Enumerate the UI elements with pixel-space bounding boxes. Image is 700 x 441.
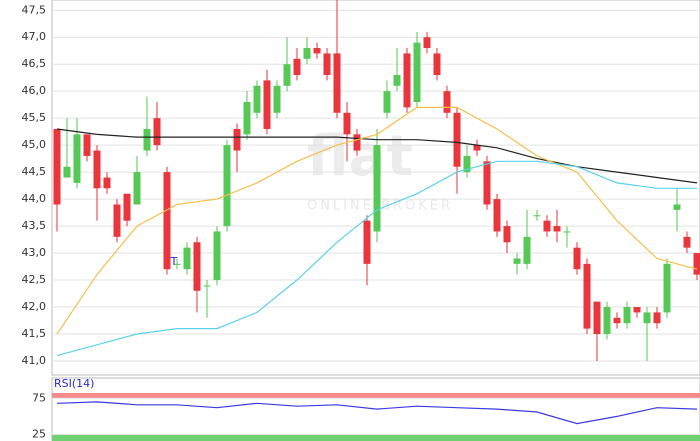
overbought-band [52, 393, 700, 399]
candle-body [673, 204, 681, 210]
y-tick-label: 43,0 [22, 246, 47, 259]
candle-body [113, 204, 121, 237]
candle-body [693, 253, 700, 275]
price-plot: T [52, 0, 700, 362]
candle-body [373, 145, 381, 232]
candle-body [213, 231, 221, 281]
candle-body [593, 301, 601, 334]
candle-body [353, 134, 361, 151]
candle-body [143, 128, 151, 151]
candle-body [633, 307, 641, 313]
candle-body [573, 247, 581, 270]
y-tick-label: 41,5 [22, 327, 47, 340]
y-tick-label: 46,5 [22, 57, 47, 70]
candle-body [273, 85, 281, 113]
candle-body [483, 161, 491, 205]
y-tick-label: 42,0 [22, 300, 47, 313]
y-tick-label: 44,0 [22, 192, 47, 205]
candle-body [413, 42, 421, 102]
candle-body [683, 236, 691, 248]
candle-body [503, 226, 511, 243]
marker-label: T [170, 255, 178, 268]
candle-body [193, 242, 201, 291]
candle-body [53, 128, 61, 205]
candle-body [253, 85, 261, 113]
candle-body [523, 236, 531, 264]
candle-body [73, 134, 81, 183]
candle-body [303, 48, 311, 59]
y-tick-label: 45,5 [22, 111, 47, 124]
candle-body [443, 91, 451, 113]
candle-body [383, 91, 391, 113]
candle-body [563, 231, 571, 233]
candle-body [433, 53, 441, 75]
candle-body [363, 220, 371, 264]
candle-body [233, 128, 241, 151]
y-tick-label: 42,5 [22, 273, 47, 286]
candle-body [313, 48, 321, 54]
candle-body [223, 145, 231, 227]
y-tick-label: 47,5 [22, 3, 47, 16]
y-tick-label: 44,5 [22, 165, 47, 178]
candle-body [153, 118, 161, 146]
rsi-line [56, 401, 698, 425]
candle-body [263, 80, 271, 129]
candle-body [513, 258, 521, 264]
candle-body [493, 199, 501, 232]
rsi-plot [52, 393, 700, 441]
y-tick-label: 45,0 [22, 138, 47, 151]
candle-body [123, 193, 131, 221]
candle-body [543, 220, 551, 232]
y-tick-label: 46,0 [22, 84, 47, 97]
y-tick-label: 41,0 [22, 354, 47, 367]
candle-body [473, 145, 481, 151]
candle-body [83, 134, 91, 156]
candle-body [333, 53, 341, 113]
candle-body [163, 172, 171, 270]
candle-body [343, 112, 351, 135]
candle-body [463, 155, 471, 173]
candle-body [613, 317, 621, 324]
candle-body [103, 177, 111, 189]
candle-body [293, 58, 301, 75]
candle-body [533, 215, 541, 217]
candle-body [453, 112, 461, 167]
candle-body [653, 312, 661, 324]
candle-body [393, 75, 401, 86]
candle-body [133, 172, 141, 205]
candle-body [203, 285, 211, 287]
candle-body [183, 247, 191, 270]
y-tick-label: 43,5 [22, 219, 47, 232]
y-tick-label: 47,0 [22, 30, 47, 43]
candle-body [423, 37, 431, 49]
watermark-logo: flat [307, 124, 413, 189]
candle-body [663, 263, 671, 313]
candle-body [553, 226, 561, 232]
moving-average [56, 106, 698, 335]
candle-body [283, 64, 291, 86]
candle-body [403, 53, 411, 108]
y-tick-label: 25 [32, 427, 46, 440]
candle-body [173, 263, 181, 265]
moving-average [56, 128, 698, 184]
candle-body [243, 101, 251, 135]
candle-body [583, 263, 591, 329]
y-tick-label: 75 [32, 391, 46, 404]
candle-body [603, 307, 611, 334]
candle-body [63, 166, 71, 178]
candle-body [643, 312, 651, 324]
moving-average [56, 160, 697, 357]
rsi-title: RSI(14) [54, 377, 94, 390]
oversold-band [52, 434, 700, 441]
candle-body [93, 150, 101, 189]
candle-body [323, 53, 331, 75]
candle-body [623, 307, 631, 324]
